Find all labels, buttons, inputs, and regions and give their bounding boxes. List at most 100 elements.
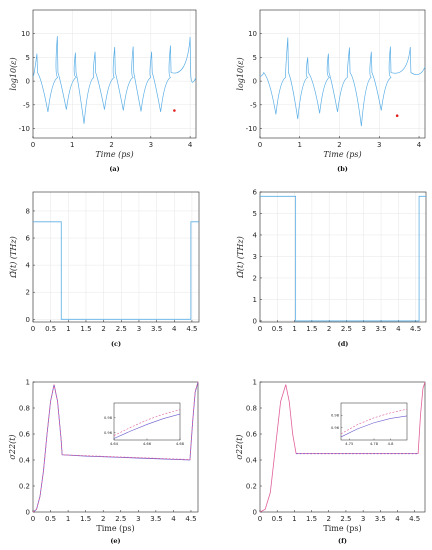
inset-frame: [340, 402, 408, 441]
y-tick-label: 0.2: [19, 483, 30, 491]
y-tick-label: 0: [253, 78, 257, 86]
y-tick-label: 3: [253, 253, 257, 261]
plot-frame: [32, 191, 200, 323]
x-axis-label: Time (ps): [323, 524, 361, 533]
x-tick-label: 1.5: [80, 515, 91, 523]
series-line: [32, 381, 199, 513]
inset-series-line: [340, 415, 408, 438]
y-tick-label: 0: [26, 316, 30, 324]
y-tick-label: 0.4: [19, 457, 31, 465]
x-tick-label: 2.5: [115, 515, 126, 523]
x-tick-label: 3.5: [375, 515, 386, 523]
series-line: [259, 381, 426, 513]
x-tick-label: 3: [377, 141, 381, 149]
x-tick-label: 3.5: [150, 515, 161, 523]
x-tick-label: 1.5: [80, 325, 91, 333]
x-tick-label: 4.5: [186, 325, 197, 333]
chart-a: 0 1 2 3 4 -10 -5 0 5 10 Time (ps) log10(ε): [9, 9, 197, 159]
x-tick-label: 3: [137, 325, 141, 333]
x-tick-label: 3: [136, 515, 140, 523]
y-tick-label: 0: [253, 509, 257, 517]
x-tick-label: 1: [66, 325, 70, 333]
highlight-point: [173, 109, 176, 112]
y-tick-label: 0.6: [246, 431, 258, 439]
x-tick-label: 1.5: [306, 515, 317, 523]
chart-c: 0 0.5 1 1.5 2 2.5 3 3.5 4 4.5 0 2 4 6 8 Ω̃(t) (THz): [9, 191, 200, 333]
caption-d: (d): [338, 340, 349, 348]
inset-series-line: [340, 408, 408, 435]
x-tick-label: 0.5: [45, 515, 56, 523]
x-tick-label: 4: [172, 325, 177, 333]
inset-x-tick-label: 4.8: [388, 442, 394, 446]
y-tick-label: 10: [21, 30, 30, 38]
y-tick-label: 1: [253, 296, 257, 304]
x-tick-label: 4: [188, 141, 193, 149]
y-axis-label: log10(ε): [9, 57, 18, 90]
y-tick-label: 0: [26, 78, 30, 86]
y-tick-label: 0.4: [246, 457, 258, 465]
plot-frame: [259, 191, 427, 323]
x-tick-label: 4.5: [409, 515, 420, 523]
x-tick-label: 4: [171, 515, 176, 523]
y-tick-label: 2: [26, 289, 30, 297]
x-tick-label: 0: [258, 515, 262, 523]
x-tick-label: 2: [109, 141, 113, 149]
x-tick-label: 0.5: [272, 325, 283, 333]
x-tick-label: 4: [396, 325, 401, 333]
y-tick-label: 5: [253, 210, 257, 218]
inset-series-line: [113, 409, 181, 436]
x-tick-label: 2.5: [341, 325, 352, 333]
inset-x-tick-label: 4.64: [110, 442, 119, 446]
y-tick-label: 1: [253, 379, 257, 387]
x-axis-label: Time (ps): [96, 524, 134, 533]
x-tick-label: 0: [258, 141, 262, 149]
x-tick-label: 2: [327, 325, 331, 333]
caption-c: (c): [111, 340, 121, 348]
x-tick-label: 0: [31, 141, 35, 149]
x-axis-label: Time (ps): [323, 150, 361, 159]
chart-b: 0 1 2 3 4 -10 -5 0 5 10 Time (ps) log10(ε): [236, 9, 426, 159]
x-tick-label: 3: [149, 141, 153, 149]
y-axis-label: log10(ε): [236, 57, 245, 90]
x-tick-label: 1: [292, 325, 296, 333]
series-line: [260, 195, 426, 322]
plot-frame: [259, 9, 426, 139]
inset-f: 4.75 4.78 4.8 0.96 0.98: [331, 402, 408, 446]
y-tick-label: 4: [253, 231, 258, 239]
y-tick-label: 4: [26, 262, 31, 270]
y-tick-label: 0: [253, 317, 257, 325]
x-tick-label: 3.5: [151, 325, 162, 333]
inset-x-tick-label: 4.75: [345, 442, 353, 446]
y-tick-label: 0.6: [19, 431, 31, 439]
x-tick-label: 4: [395, 515, 400, 523]
x-tick-label: 3.5: [375, 325, 386, 333]
chart-e: 0 0.5 1 1.5 2 2.5 3 3.5 4 4.5 0 0.2 0.4 0.6 0.8 1 Time (…: [8, 379, 199, 533]
inset-frame: [113, 402, 181, 441]
x-tick-label: 4.5: [185, 515, 196, 523]
y-axis-label: Ω̃(t) (THz): [236, 236, 245, 278]
inset-y-tick-label: 0.96: [331, 426, 340, 430]
x-tick-label: 0: [258, 325, 262, 333]
x-tick-label: 4: [417, 141, 422, 149]
series-line: [32, 36, 197, 124]
y-tick-label: -10: [19, 125, 30, 133]
plot-frame: [32, 9, 197, 139]
y-tick-label: 5: [26, 54, 30, 62]
x-tick-label: 1: [292, 515, 296, 523]
x-tick-label: 1: [70, 141, 74, 149]
y-axis-label: σ22(t): [235, 434, 244, 459]
inset-x-tick-label: 4.66: [143, 442, 152, 446]
x-axis-label: Time (ps): [95, 150, 133, 159]
y-tick-label: 0: [26, 509, 30, 517]
x-tick-label: 0.5: [45, 325, 56, 333]
inset-y-tick-label: 0.96: [104, 431, 113, 435]
x-tick-label: 2: [101, 325, 105, 333]
y-tick-label: 1: [26, 379, 30, 387]
x-tick-label: 2: [327, 515, 331, 523]
caption-a: (a): [109, 165, 119, 173]
plot-frame: [259, 381, 426, 513]
x-tick-label: 1.5: [306, 325, 317, 333]
highlight-point: [395, 114, 399, 118]
x-tick-label: 1: [298, 141, 302, 149]
